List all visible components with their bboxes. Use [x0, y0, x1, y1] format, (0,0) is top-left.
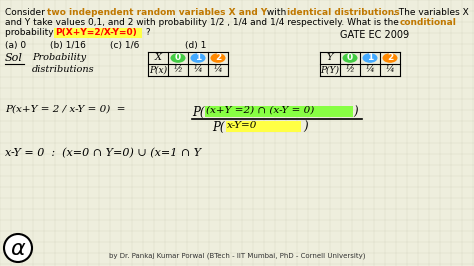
Text: P(Y): P(Y) — [320, 65, 339, 74]
Text: distributions: distributions — [32, 65, 95, 74]
Text: GATE EC 2009: GATE EC 2009 — [340, 30, 409, 40]
Text: Y: Y — [327, 53, 333, 63]
Text: by Dr. Pankaj Kumar Porwal (BTech - IIT Mumbai, PhD - Cornell University): by Dr. Pankaj Kumar Porwal (BTech - IIT … — [109, 253, 365, 259]
Text: two independent random variables X and Y: two independent random variables X and Y — [47, 8, 267, 17]
Ellipse shape — [343, 53, 357, 63]
Text: ): ) — [303, 121, 308, 134]
Text: ¼: ¼ — [365, 65, 374, 74]
Text: ¼: ¼ — [214, 65, 222, 74]
Text: P(x): P(x) — [149, 65, 167, 74]
Text: 1: 1 — [367, 53, 373, 63]
Text: Probability: Probability — [32, 53, 86, 62]
Text: ½: ½ — [346, 65, 355, 74]
Text: ½: ½ — [173, 65, 182, 74]
Text: $\alpha$: $\alpha$ — [10, 239, 26, 259]
Text: probability: probability — [5, 28, 56, 37]
Text: P(: P( — [212, 121, 225, 134]
Text: x-Y = 0  :  (x=0 ∩ Y=0) ∪ (x=1 ∩ Y: x-Y = 0 : (x=0 ∩ Y=0) ∪ (x=1 ∩ Y — [5, 148, 201, 158]
Text: 1: 1 — [195, 53, 201, 63]
Text: 2: 2 — [215, 53, 221, 63]
Text: with: with — [264, 8, 289, 17]
Text: (d) 1: (d) 1 — [185, 41, 206, 50]
Text: . The variables X: . The variables X — [393, 8, 469, 17]
Text: ¼: ¼ — [386, 65, 394, 74]
Text: (b) 1/16: (b) 1/16 — [50, 41, 86, 50]
Text: (c) 1/6: (c) 1/6 — [110, 41, 139, 50]
Text: ): ) — [353, 106, 357, 119]
Circle shape — [4, 234, 32, 262]
Text: ¼: ¼ — [193, 65, 202, 74]
Ellipse shape — [363, 53, 377, 63]
Text: P(: P( — [192, 106, 204, 119]
Bar — [54, 28, 142, 38]
Text: and Y take values 0,1, and 2 with probability 1/2 , 1/4 and 1/4 respectively. Wh: and Y take values 0,1, and 2 with probab… — [5, 18, 402, 27]
Ellipse shape — [383, 53, 398, 63]
Bar — [205, 106, 353, 117]
Text: identical distributions: identical distributions — [287, 8, 400, 17]
Text: Consider: Consider — [5, 8, 48, 17]
Text: (x+Y =2) ∩ (x-Y = 0): (x+Y =2) ∩ (x-Y = 0) — [206, 106, 314, 115]
Text: conditional: conditional — [400, 18, 457, 27]
Ellipse shape — [210, 53, 226, 63]
Ellipse shape — [171, 53, 185, 63]
Text: 2: 2 — [387, 53, 393, 63]
Text: Sol: Sol — [5, 53, 23, 63]
Text: x-Y=0: x-Y=0 — [227, 121, 257, 130]
Text: X: X — [155, 53, 162, 63]
Text: ?: ? — [143, 28, 151, 37]
Text: P(x+Y = 2 / x-Y = 0)  =: P(x+Y = 2 / x-Y = 0) = — [5, 105, 126, 114]
Bar — [226, 121, 301, 132]
Ellipse shape — [191, 53, 206, 63]
Text: P(X+Y=2/X-Y=0): P(X+Y=2/X-Y=0) — [55, 28, 137, 37]
Text: (a) 0: (a) 0 — [5, 41, 26, 50]
Text: 0: 0 — [347, 53, 353, 63]
Text: 0: 0 — [175, 53, 181, 63]
